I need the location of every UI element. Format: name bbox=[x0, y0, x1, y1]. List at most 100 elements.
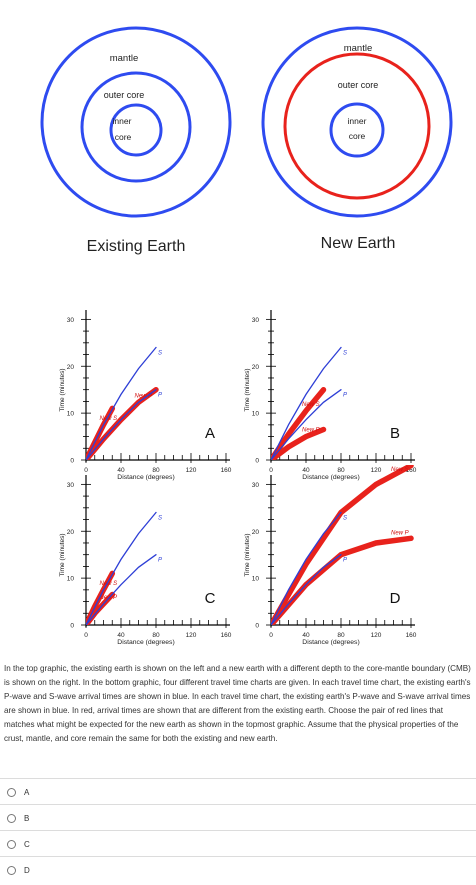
series-p bbox=[271, 389, 342, 460]
option-c[interactable]: C bbox=[0, 830, 476, 857]
figure: mantle outer core inner core Existing Ea… bbox=[40, 26, 453, 646]
outer-core-label: outer core bbox=[338, 80, 379, 90]
series-label-p: P bbox=[158, 393, 162, 399]
chart-a: 0 40 80 120 160 0 10 20 30 Distance (degrees) Time… bbox=[59, 310, 232, 481]
y-tick-label: 20 bbox=[67, 364, 75, 371]
x-tick-label: 80 bbox=[337, 467, 345, 474]
mantle-label: mantle bbox=[110, 53, 139, 64]
x-tick-label: 120 bbox=[371, 632, 382, 639]
series-s bbox=[271, 346, 342, 460]
series-label-new-s: New S bbox=[100, 416, 118, 422]
y-tick-label: 10 bbox=[67, 576, 75, 583]
inner-core-label-2: core bbox=[349, 131, 366, 141]
panel-label: B bbox=[390, 425, 400, 442]
series-label-p: P bbox=[343, 393, 347, 399]
option-d[interactable]: D bbox=[0, 856, 476, 883]
series-p bbox=[271, 554, 342, 625]
series-label-p: P bbox=[343, 558, 347, 564]
y-tick-label: 10 bbox=[252, 576, 260, 583]
x-axis-label: Distance (degrees) bbox=[117, 639, 174, 646]
series-new-p bbox=[271, 535, 414, 625]
core-mantle-boundary bbox=[80, 71, 192, 183]
x-tick-label: 80 bbox=[152, 632, 160, 639]
chart-b: 0 40 80 120 160 0 10 20 30 Distance (degrees) Time… bbox=[244, 310, 417, 481]
x-tick-label: 0 bbox=[269, 467, 273, 474]
x-tick-label: 160 bbox=[221, 467, 232, 474]
x-tick-label: 120 bbox=[186, 467, 197, 474]
travel-time-charts: 0 40 80 120 160 0 10 20 30 Distance (degrees) Time… bbox=[59, 310, 417, 646]
y-tick-label: 10 bbox=[252, 411, 260, 418]
chart-c: 0 40 80 120 160 0 10 20 30 Distance (degrees) Time… bbox=[59, 475, 232, 646]
y-tick-label: 0 bbox=[70, 623, 74, 630]
series-s bbox=[86, 511, 157, 625]
y-tick-label: 0 bbox=[255, 623, 259, 630]
x-axis-label: Distance (degrees) bbox=[117, 474, 174, 481]
series-new-s bbox=[271, 386, 327, 460]
y-tick-label: 30 bbox=[67, 317, 75, 324]
x-tick-label: 160 bbox=[406, 467, 417, 474]
y-tick-label: 0 bbox=[70, 458, 74, 465]
series-new-p bbox=[86, 386, 159, 460]
option-b-radio[interactable] bbox=[7, 813, 16, 823]
panel-label: A bbox=[205, 425, 215, 442]
series-label-s: S bbox=[158, 516, 162, 522]
x-tick-label: 0 bbox=[84, 632, 88, 639]
chart-d: 0 40 80 120 160 0 10 20 30 Distance (degrees) Time… bbox=[244, 465, 417, 646]
inner-core-boundary bbox=[109, 103, 163, 157]
core-mantle-boundary bbox=[283, 52, 431, 200]
option-b[interactable]: B bbox=[0, 804, 476, 831]
option-a[interactable]: A bbox=[0, 778, 476, 805]
y-tick-label: 20 bbox=[67, 529, 75, 536]
series-label-s: S bbox=[158, 351, 162, 357]
series-label-new-p: New P bbox=[135, 393, 153, 399]
x-tick-label: 0 bbox=[269, 632, 273, 639]
option-c-radio[interactable] bbox=[7, 839, 16, 849]
panel-label: D bbox=[390, 590, 401, 607]
option-d-radio[interactable] bbox=[7, 865, 16, 875]
option-d-label: D bbox=[24, 865, 30, 875]
series-label-s: S bbox=[343, 516, 347, 522]
series-label-s: S bbox=[343, 351, 347, 357]
panel-label: C bbox=[205, 590, 216, 607]
existing-earth-diagram: mantle outer core inner core Existing Ea… bbox=[40, 26, 232, 255]
x-tick-label: 160 bbox=[221, 632, 232, 639]
new-earth-caption: New Earth bbox=[321, 235, 396, 252]
mantle-boundary bbox=[40, 26, 232, 218]
series-label-p: P bbox=[158, 558, 162, 564]
option-c-label: C bbox=[24, 839, 30, 849]
y-axis-label: Time (minutes) bbox=[244, 533, 251, 576]
y-axis-label: Time (minutes) bbox=[244, 368, 251, 411]
x-tick-label: 120 bbox=[186, 632, 197, 639]
y-tick-label: 30 bbox=[67, 482, 75, 489]
inner-core-boundary bbox=[329, 102, 385, 158]
option-a-radio[interactable] bbox=[7, 787, 16, 797]
inner-core-label-1: inner bbox=[348, 116, 367, 126]
y-tick-label: 20 bbox=[252, 529, 260, 536]
x-tick-label: 40 bbox=[117, 467, 125, 474]
inner-core-label-2: core bbox=[115, 132, 132, 142]
y-tick-label: 0 bbox=[255, 458, 259, 465]
series-label-new-p: New P bbox=[302, 428, 320, 434]
series-label-new-s: New S bbox=[302, 402, 320, 408]
x-axis-label: Distance (degrees) bbox=[302, 639, 359, 646]
series-s bbox=[86, 346, 157, 460]
option-b-label: B bbox=[24, 813, 30, 823]
x-tick-label: 80 bbox=[152, 467, 160, 474]
x-tick-label: 160 bbox=[406, 632, 417, 639]
series-label-new-s: New S bbox=[100, 581, 118, 587]
outer-core-label: outer core bbox=[104, 90, 145, 100]
y-axis-label: Time (minutes) bbox=[59, 533, 66, 576]
series-s bbox=[271, 511, 342, 625]
option-a-label: A bbox=[24, 787, 30, 797]
y-tick-label: 20 bbox=[252, 364, 260, 371]
x-tick-label: 0 bbox=[84, 467, 88, 474]
series-new-p bbox=[271, 426, 327, 460]
series-label-new-s: New S bbox=[391, 467, 409, 473]
series-p bbox=[86, 554, 157, 625]
existing-earth-caption: Existing Earth bbox=[87, 238, 186, 255]
x-tick-label: 40 bbox=[302, 467, 310, 474]
new-earth-diagram: mantle outer core inner core New Earth bbox=[261, 26, 453, 252]
x-tick-label: 80 bbox=[337, 632, 345, 639]
x-tick-label: 120 bbox=[371, 467, 382, 474]
series-p bbox=[86, 389, 157, 460]
